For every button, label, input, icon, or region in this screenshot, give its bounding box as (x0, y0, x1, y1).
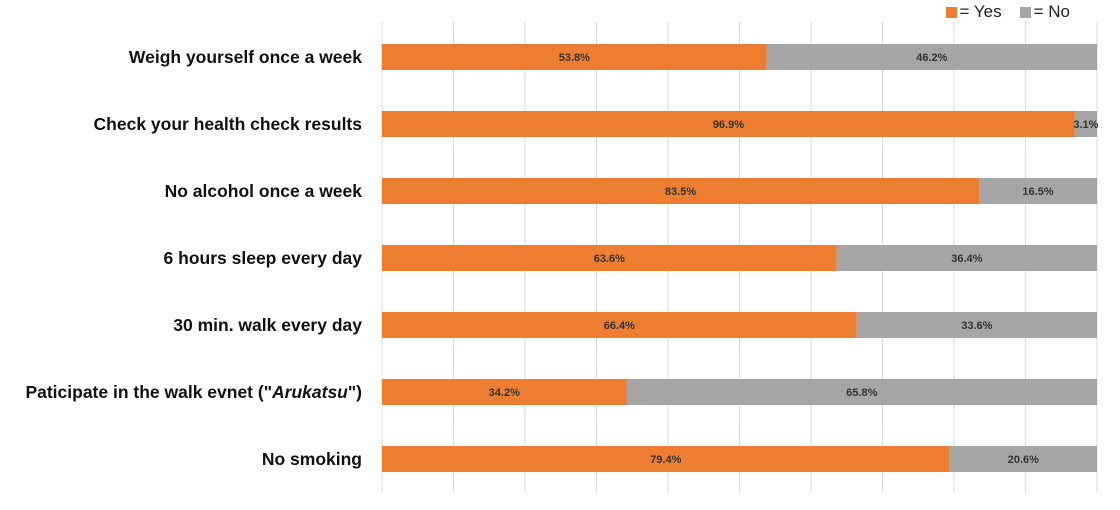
bar-segment-yes (382, 379, 627, 405)
data-label: 16.5% (1022, 186, 1053, 198)
bar-segment-yes (382, 245, 837, 271)
chart-legend: = Yes = No (945, 2, 1070, 22)
bar-segment-no (836, 245, 1097, 271)
category-label: Paticipate in the walk evnet ("Arukatsu"… (25, 382, 362, 402)
category-label: No smoking (262, 449, 362, 469)
data-label: 63.6% (594, 253, 625, 265)
category-label: Weigh yourself once a week (129, 47, 362, 67)
category-label: 30 min. walk every day (173, 315, 362, 335)
bar-segment-yes (382, 178, 980, 204)
data-label: 53.8% (559, 52, 590, 64)
data-label: 33.6% (961, 320, 992, 332)
data-label: 66.4% (604, 320, 635, 332)
data-label: 20.6% (1008, 454, 1039, 466)
data-label: 46.2% (916, 52, 947, 64)
data-label: 65.8% (846, 387, 877, 399)
bar-segment-yes (382, 446, 950, 472)
bar-segment-yes (382, 44, 767, 70)
legend-swatch-yes (945, 6, 957, 18)
category-label: Check your health check results (94, 114, 363, 134)
bar-segment-yes (382, 312, 857, 338)
bar-segment-no (949, 446, 1097, 472)
bar-segment-no (1074, 111, 1097, 137)
legend-item-yes: = Yes (945, 2, 1002, 22)
data-label: 79.4% (650, 454, 681, 466)
bar-segment-no (766, 44, 1097, 70)
data-label: 36.4% (951, 253, 982, 265)
data-label: 3.1% (1073, 119, 1098, 131)
bar-segment-no (856, 312, 1097, 338)
legend-label-no: = No (1033, 2, 1070, 21)
data-label: 34.2% (489, 387, 520, 399)
category-label: 6 hours sleep every day (164, 248, 363, 268)
legend-swatch-no (1019, 6, 1031, 18)
bar-segment-no (979, 178, 1097, 204)
bar-segment-no (626, 379, 1097, 405)
bar-segment-yes (382, 111, 1075, 137)
data-label: 96.9% (713, 119, 744, 131)
legend-item-no: = No (1019, 2, 1070, 22)
data-label: 83.5% (665, 186, 696, 198)
legend-label-yes: = Yes (959, 2, 1002, 21)
category-label: No alcohol once a week (165, 181, 363, 201)
